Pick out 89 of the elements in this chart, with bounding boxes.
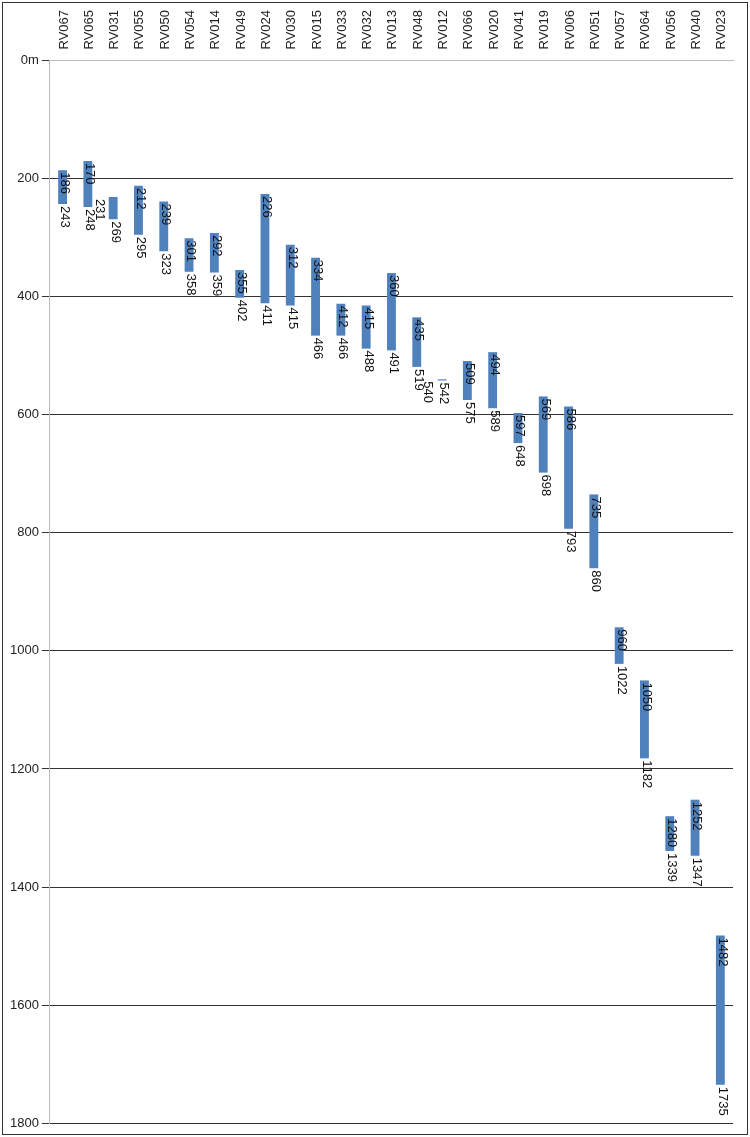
annotation: 435 [412, 319, 428, 342]
x-tick-label: RV041 [510, 10, 526, 50]
annotation: 295 [133, 236, 149, 259]
annotation: 360 [386, 275, 402, 297]
x-tick-label: RV024 [257, 10, 273, 50]
x-tick-label: RV012 [435, 10, 451, 50]
annotation: 243 [57, 205, 73, 228]
annotation: 466 [336, 337, 352, 360]
annotation: 269 [108, 221, 124, 244]
x-tick-label: RV066 [460, 10, 476, 50]
x-tick-label: RV013 [384, 10, 400, 50]
x-tick-label: RV019 [536, 10, 552, 50]
x-tick-label: RV048 [409, 10, 425, 50]
annotation: 412 [336, 305, 352, 328]
annotation: 466 [310, 337, 326, 360]
annotation: 1280 [665, 818, 681, 848]
x-tick-label: RV030 [283, 10, 299, 50]
y-tick-label: 200 [17, 170, 39, 186]
annotation: 1347 [690, 857, 706, 887]
bar [589, 494, 599, 569]
y-tick-label: 400 [17, 288, 39, 304]
x-tick-label: RV031 [106, 10, 122, 50]
annotation: 1735 [715, 1086, 731, 1116]
x-tick-label: RV050 [156, 10, 172, 50]
y-tick-label: 1200 [10, 760, 39, 776]
annotation: 170 [83, 162, 99, 185]
y-tick-label: 1000 [10, 642, 39, 658]
annotation: 960 [614, 629, 630, 651]
x-tick-label: RV040 [688, 10, 704, 50]
annotation: 1339 [665, 853, 681, 882]
x-tick-label: RV006 [561, 10, 577, 50]
annotation: 597 [513, 414, 529, 437]
annotation: 312 [285, 246, 301, 269]
annotation: 226 [260, 195, 276, 218]
x-tick-label: RV064 [637, 10, 653, 50]
annotation: 239 [159, 203, 175, 226]
annotation: 648 [513, 445, 529, 467]
x-tick-label: RV032 [359, 10, 375, 50]
x-tick-label: RV023 [713, 10, 729, 50]
annotation: 542 [437, 382, 453, 405]
annotation: 860 [589, 570, 605, 592]
annotation: 323 [159, 253, 175, 275]
x-tick-label: RV054 [182, 10, 198, 50]
bar [108, 196, 118, 220]
annotation: 793 [563, 530, 579, 553]
annotation: 698 [538, 474, 554, 497]
annotation: 1050 [639, 682, 655, 712]
x-tick-label: RV055 [131, 10, 147, 50]
x-tick-label: RV014 [207, 10, 223, 50]
annotation: 491 [386, 352, 402, 375]
annotation: 1482 [715, 937, 731, 967]
annotation: 1252 [690, 801, 706, 831]
x-tick-label: RV033 [333, 10, 349, 50]
y-tick-label: 1800 [10, 1114, 39, 1130]
annotation: 186 [57, 172, 73, 195]
x-tick-label: RV065 [80, 10, 96, 50]
x-tick-label: RV049 [232, 10, 248, 50]
y-tick-label: 800 [17, 524, 39, 540]
annotation: 589 [488, 410, 504, 432]
x-tick-label: RV051 [586, 10, 602, 50]
x-tick-label: RV056 [662, 10, 678, 50]
annotation: 212 [133, 187, 149, 210]
annotation: 355 [235, 272, 251, 294]
y-tick-label: 1600 [10, 996, 39, 1012]
annotation: 415 [361, 307, 377, 330]
annotation: 411 [260, 305, 276, 326]
annotation: 359 [209, 274, 225, 297]
annotation: 334 [310, 259, 326, 282]
annotation: 292 [209, 234, 225, 257]
annotation: 1022 [614, 665, 630, 695]
annotation: 301 [184, 240, 200, 262]
y-tick-label: 0m [20, 52, 39, 68]
annotation: 1182 [639, 760, 655, 789]
annotation: 358 [184, 273, 200, 296]
x-tick-label: RV057 [612, 10, 628, 50]
annotation: 509 [462, 363, 478, 385]
y-tick-label: 1400 [10, 878, 39, 894]
x-tick-label: RV020 [485, 10, 501, 50]
annotation: 402 [235, 299, 251, 322]
annotation: 735 [589, 496, 605, 519]
annotation: 494 [488, 354, 504, 376]
annotation: 586 [563, 408, 579, 431]
x-tick-label: RV067 [55, 10, 71, 50]
annotation: 415 [285, 307, 301, 330]
x-tick-label: RV015 [308, 10, 324, 50]
y-tick-label: 600 [17, 406, 39, 422]
annotation: 488 [361, 350, 377, 373]
annotation: 575 [462, 401, 478, 424]
annotation: 569 [538, 398, 554, 421]
